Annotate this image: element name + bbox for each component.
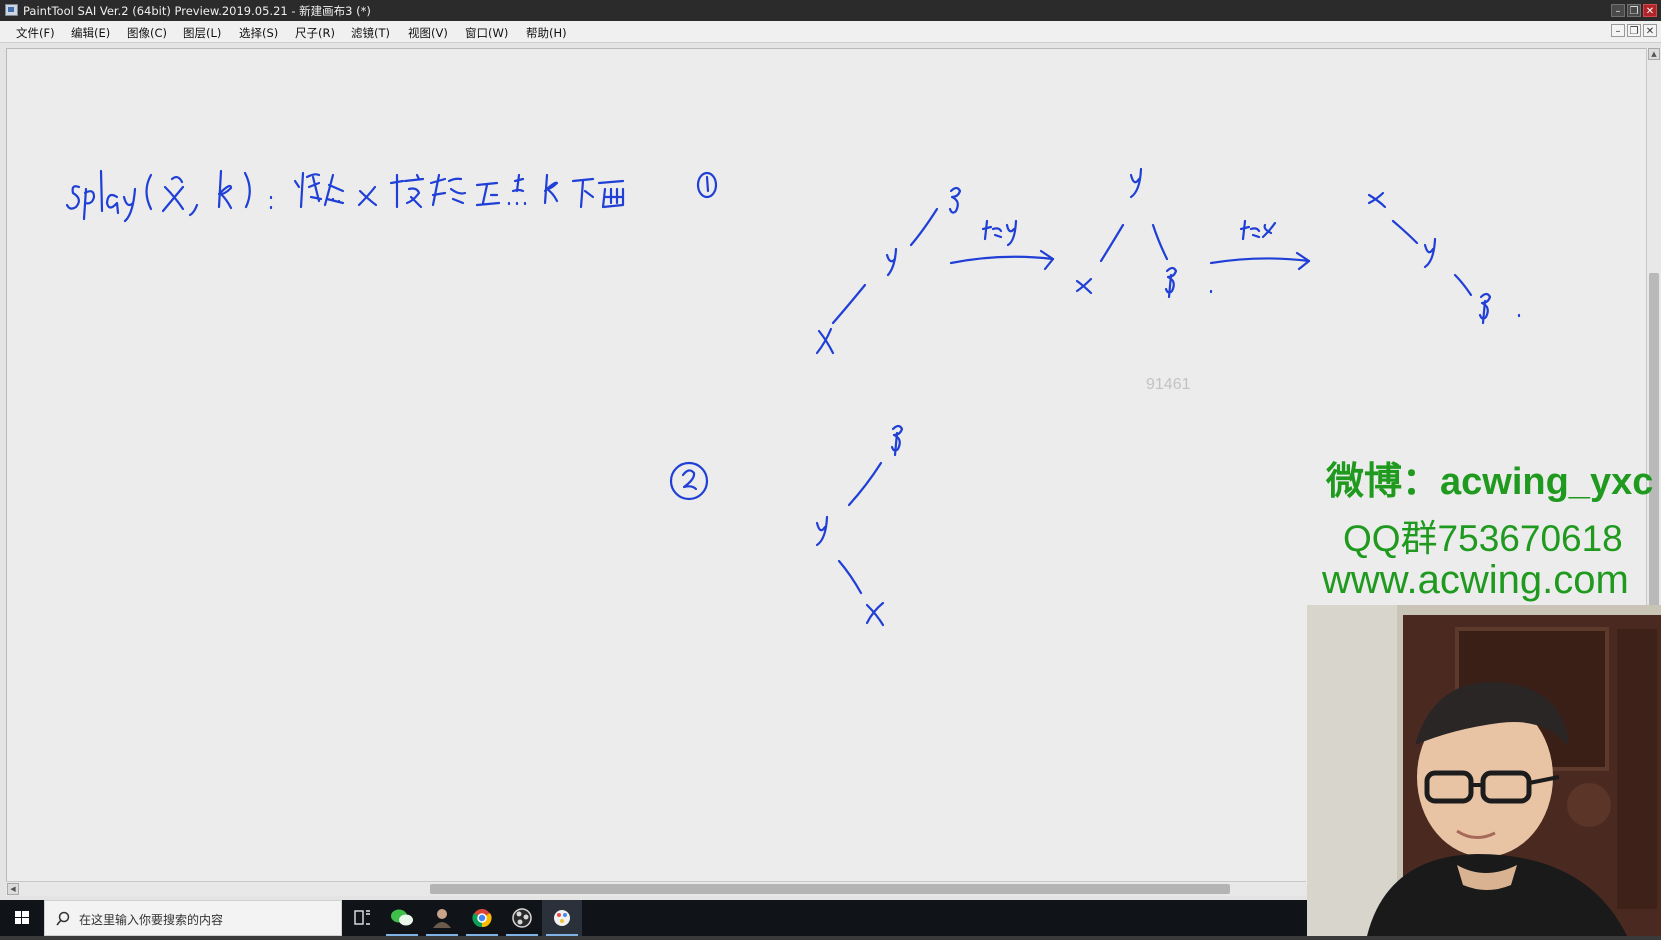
menu-select[interactable]: 选择(S) [239,26,279,40]
scroll-left-button[interactable]: ◀ [7,883,19,895]
menu-help[interactable]: 帮助(H) [526,26,567,40]
overlay-qq-group: QQ群753670618 [1343,518,1623,559]
vertical-scroll-thumb[interactable] [1649,273,1659,653]
restore-button[interactable]: ❐ [1627,4,1641,17]
menu-image[interactable]: 图像(C) [127,26,168,40]
tree-2 [815,424,904,627]
chrome-icon [472,909,492,928]
search-icon [56,911,70,926]
menu-edit[interactable]: 编辑(E) [71,26,111,40]
wechat-icon [391,909,413,926]
webcam-feed [1307,605,1661,936]
label-case-1 [696,171,718,199]
menu-file[interactable]: 文件(F) [16,26,55,40]
doc-minimize-button[interactable]: – [1611,24,1625,37]
paint-sai-icon [554,910,570,926]
close-button[interactable]: ✕ [1643,4,1657,17]
menu-window[interactable]: 窗口(W) [465,26,509,40]
windows-icon [15,911,29,924]
tree-1-before [815,186,962,355]
task-view-icon [354,910,370,925]
doc-close-button[interactable]: ✕ [1643,24,1657,37]
webcam-image [1307,605,1661,936]
taskbar-search-input[interactable]: 在这里输入你要搜索的内容 [44,900,342,936]
minimize-button[interactable]: – [1611,4,1625,17]
handwriting-layer [65,167,1521,627]
app-icon[interactable] [5,4,18,16]
label-case-2 [669,461,709,501]
obs-app[interactable] [502,900,542,936]
tree-1-after [1367,191,1521,325]
chrome-app[interactable] [462,900,502,936]
wechat-app[interactable] [382,900,422,936]
start-button[interactable] [0,900,44,936]
arrow-rotate-x [1209,219,1311,271]
window-title: PaintTool SAI Ver.2 (64bit) Preview.2019… [23,4,371,18]
search-placeholder: 在这里输入你要搜索的内容 [79,913,224,927]
menu-view[interactable]: 视图(V) [408,26,448,40]
scroll-up-button[interactable]: ▲ [1648,48,1660,60]
overlay-website: www.acwing.com [1322,558,1629,602]
tree-1-middle [1075,167,1213,299]
horizontal-scroll-thumb[interactable] [430,884,1230,894]
workspace: 91461 [0,43,1661,900]
menu-bar: 文件(F) 编辑(E) 图像(C) 图层(L) 选择(S) 尺子(R) 滤镜(T… [0,21,1661,43]
menu-filter[interactable]: 滤镜(T) [351,26,390,40]
arrow-rotate-y [949,219,1055,271]
overlay-weibo: 微博：acwing_yxc [1326,461,1654,503]
taskbar: 在这里输入你要搜索的内容 [0,900,1307,936]
menu-layer[interactable]: 图层(L) [183,26,222,40]
watermark-number: 91461 [1146,376,1191,393]
obs-icon [512,908,532,928]
menu-ruler[interactable]: 尺子(R) [295,26,335,40]
person-icon [433,909,451,928]
doc-restore-button[interactable]: ❐ [1627,24,1641,37]
handwritten-heading [65,169,625,223]
paint-sai-app[interactable] [542,900,582,936]
user-app[interactable] [422,900,462,936]
task-view-button[interactable] [342,900,382,936]
horizontal-scrollbar[interactable]: ◀ [6,881,1306,896]
title-bar: PaintTool SAI Ver.2 (64bit) Preview.2019… [0,0,1661,21]
